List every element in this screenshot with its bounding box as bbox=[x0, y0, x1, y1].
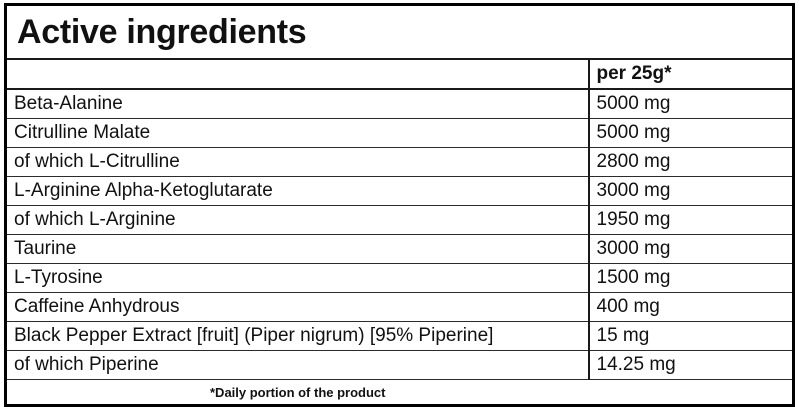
ingredient-name-cell: Beta-Alanine bbox=[5, 89, 589, 119]
ingredient-name: Citrulline Malate bbox=[14, 122, 151, 143]
ingredient-name: L-Arginine Alpha-Ketoglutarate bbox=[14, 180, 273, 201]
ingredient-amount: 5000 mg bbox=[596, 122, 671, 143]
ingredient-name: L-Tyrosine bbox=[14, 267, 103, 288]
table-row: of which Piperine 14.25 mg bbox=[5, 350, 794, 380]
ingredient-name: of which L-Arginine bbox=[14, 209, 176, 230]
ingredient-amount-cell: 5000 mg bbox=[587, 89, 794, 119]
table-row: L-Arginine Alpha-Ketoglutarate 3000 mg bbox=[5, 176, 794, 206]
ingredient-amount: 2800 mg bbox=[596, 151, 671, 172]
ingredient-amount: 1500 mg bbox=[596, 267, 671, 288]
ingredient-amount-cell: 2800 mg bbox=[587, 147, 794, 177]
ingredient-amount-cell: 3000 mg bbox=[587, 176, 794, 206]
title-row: Active ingredients bbox=[5, 4, 794, 60]
ingredient-name-cell: Taurine bbox=[5, 234, 589, 264]
ingredient-name-cell: Caffeine Anhydrous bbox=[5, 292, 589, 322]
table-row: of which L-Arginine 1950 mg bbox=[5, 205, 794, 235]
ingredient-amount-cell: 5000 mg bbox=[587, 118, 794, 148]
ingredient-name-cell: Citrulline Malate bbox=[5, 118, 589, 148]
table-row: Caffeine Anhydrous 400 mg bbox=[5, 292, 794, 322]
ingredient-name-cell: L-Tyrosine bbox=[5, 263, 589, 293]
ingredient-name: Taurine bbox=[14, 238, 77, 259]
ingredient-amount-cell: 3000 mg bbox=[587, 234, 794, 264]
ingredient-amount: 3000 mg bbox=[596, 180, 671, 201]
active-ingredients-table: Active ingredients per 25g* Beta-Alanine… bbox=[4, 3, 795, 407]
ingredient-amount: 3000 mg bbox=[596, 238, 671, 259]
ingredient-name-cell: of which L-Arginine bbox=[5, 205, 589, 235]
table-row: Taurine 3000 mg bbox=[5, 234, 794, 264]
ingredient-amount-cell: 15 mg bbox=[587, 321, 794, 351]
ingredient-name: Black Pepper Extract [fruit] (Piper nigr… bbox=[14, 325, 494, 346]
ingredient-amount: 15 mg bbox=[596, 325, 650, 346]
ingredient-name-cell: of which L-Citrulline bbox=[5, 147, 589, 177]
table-row: Citrulline Malate 5000 mg bbox=[5, 118, 794, 148]
table-row: Black Pepper Extract [fruit] (Piper nigr… bbox=[5, 321, 794, 351]
footnote-spacer-cell bbox=[588, 379, 794, 406]
ingredient-name: Beta-Alanine bbox=[14, 93, 123, 114]
ingredient-amount-cell: 14.25 mg bbox=[587, 350, 794, 380]
ingredient-name-cell: of which Piperine bbox=[5, 350, 589, 380]
title-cell: Active ingredients bbox=[5, 4, 794, 60]
ingredient-amount: 14.25 mg bbox=[596, 354, 676, 375]
ingredient-amount: 5000 mg bbox=[596, 93, 671, 114]
header-value-label: per 25g* bbox=[596, 63, 672, 84]
footnote-cell: *Daily portion of the product bbox=[5, 379, 589, 406]
table-body: Active ingredients per 25g* Beta-Alanine… bbox=[5, 4, 794, 406]
ingredient-amount: 400 mg bbox=[596, 296, 660, 317]
footnote-text: *Daily portion of the product bbox=[210, 384, 386, 400]
ingredient-name: of which L-Citrulline bbox=[14, 151, 180, 172]
ingredient-amount-cell: 1500 mg bbox=[587, 263, 794, 293]
ingredient-name-cell: L-Arginine Alpha-Ketoglutarate bbox=[5, 176, 589, 206]
panel-title: Active ingredients bbox=[17, 13, 307, 51]
ingredient-amount-cell: 400 mg bbox=[587, 292, 794, 322]
footnote-row: *Daily portion of the product bbox=[5, 379, 794, 406]
table-row: L-Tyrosine 1500 mg bbox=[5, 263, 794, 293]
header-cell-value: per 25g* bbox=[587, 59, 794, 90]
column-header-row: per 25g* bbox=[5, 59, 794, 90]
ingredient-name: Caffeine Anhydrous bbox=[14, 296, 180, 317]
ingredient-name-cell: Black Pepper Extract [fruit] (Piper nigr… bbox=[5, 321, 589, 351]
table-row: Beta-Alanine 5000 mg bbox=[5, 89, 794, 119]
ingredient-name: of which Piperine bbox=[14, 354, 159, 375]
header-name-label bbox=[7, 63, 14, 84]
table-row: of which L-Citrulline 2800 mg bbox=[5, 147, 794, 177]
header-cell-name bbox=[5, 59, 589, 90]
ingredient-amount-cell: 1950 mg bbox=[587, 205, 794, 235]
ingredient-amount: 1950 mg bbox=[596, 209, 671, 230]
